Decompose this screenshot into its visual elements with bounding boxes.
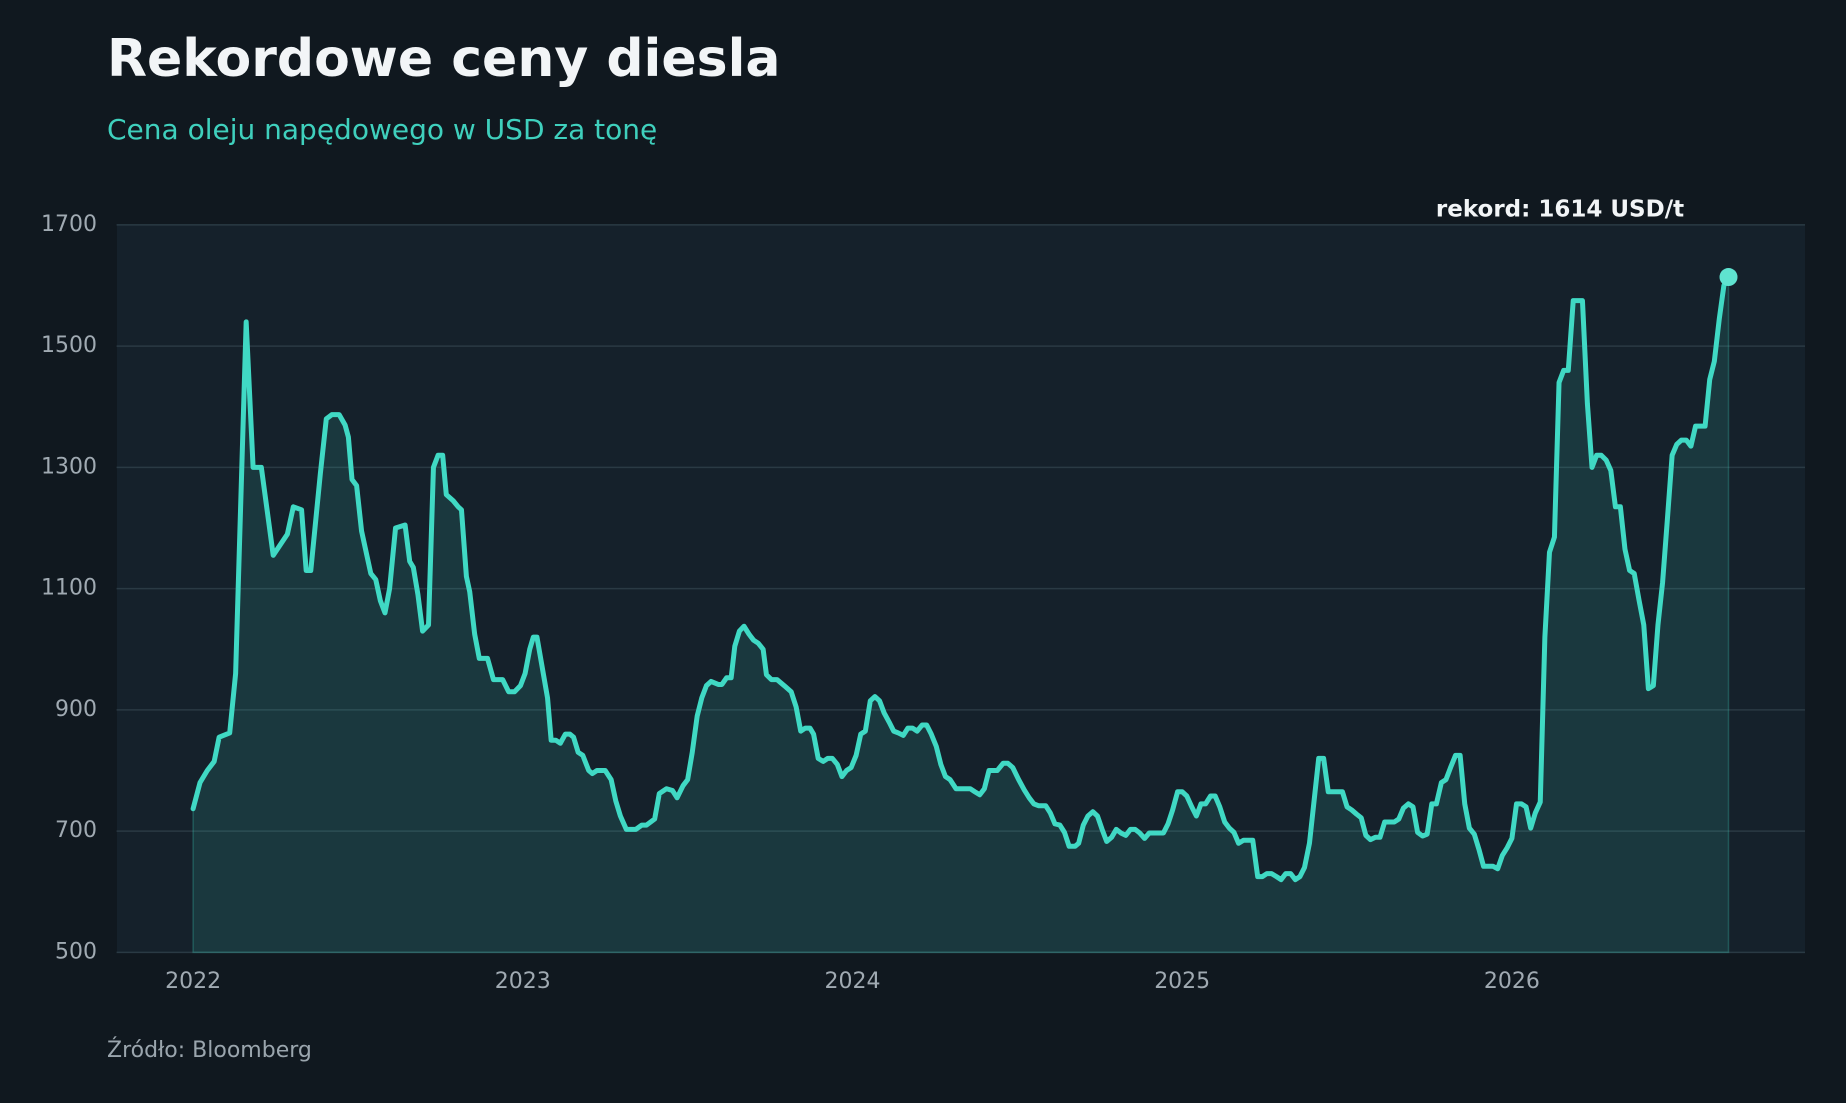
annotation: rekord: 1614 USD/t <box>1436 197 1684 223</box>
y-tick-label: 1500 <box>41 333 97 358</box>
record-marker <box>1719 268 1738 287</box>
y-tick-label: 500 <box>55 939 97 964</box>
y-tick-label: 900 <box>55 697 97 722</box>
y-tick-label: 1300 <box>41 454 97 479</box>
x-tick-label: 2026 <box>1484 969 1540 994</box>
x-tick-label: 2022 <box>165 969 221 994</box>
y-tick-label: 1100 <box>41 576 97 601</box>
y-tick-label: 700 <box>55 818 97 843</box>
source: Źródło: Bloomberg <box>107 1037 312 1063</box>
x-tick-label: 2025 <box>1154 969 1210 994</box>
line <box>190 274 1732 883</box>
x-tick-label: 2024 <box>824 969 880 994</box>
y-tick-label: 1700 <box>41 212 97 237</box>
chart-subtitle: Cena oleju napędowego w USD za tonę <box>107 113 657 146</box>
chart-title: Rekordowe ceny diesla <box>107 29 781 89</box>
x-tick-label: 2023 <box>495 969 551 994</box>
